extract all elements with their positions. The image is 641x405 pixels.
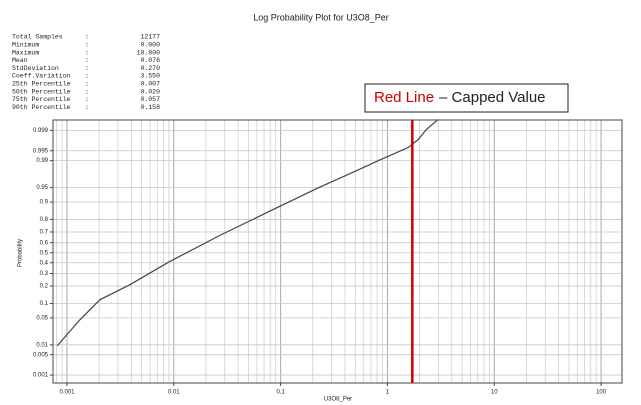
stat-colon: : [85,49,89,56]
plot-frame [52,119,623,384]
stat-label: Mean [12,57,28,64]
stat-label: Total Samples [12,34,63,41]
stat-value: 0.076 [140,57,160,64]
stat-label: 50th Percentile [12,88,71,95]
y-tick-label: 0.001 [33,373,49,379]
stat-label: 25th Percentile [12,81,71,88]
stat-label: Maximum [12,49,39,56]
stat-value: 0.000 [140,42,160,49]
y-tick-label: 0.7 [40,230,49,236]
stat-label: Coeff.Variation [12,73,71,80]
y-tick-label: 0.99 [36,158,48,164]
y-tick-label: 0.005 [33,352,49,358]
stat-colon: : [85,65,89,72]
stat-colon: : [85,104,89,111]
y-tick-label: 0.01 [36,342,48,348]
stat-value: 0.007 [140,81,160,88]
y-tick-label: 0.6 [40,240,49,246]
stat-value: 3.550 [140,73,160,80]
y-tick-label: 0.4 [40,260,49,266]
stat-value: 0.270 [140,65,160,72]
chart-title: Log Probability Plot for U3O8_Per [253,12,389,22]
stat-colon: : [85,57,89,64]
x-tick-label: 0.001 [59,390,75,396]
x-axis-label: U3O8_Per [324,397,352,403]
stat-label: 90th Percentile [12,104,71,111]
x-tick-label: 10 [491,390,498,396]
stat-label: StdDeviation [12,65,59,72]
stats-block: Total Samples: 12177 Minimum: 0.000 Maximum:… [12,34,160,111]
stat-colon: : [85,88,89,95]
stat-value: 10.800 [137,49,161,56]
data-line [56,118,439,347]
stat-colon: : [85,81,89,88]
y-tick-label: 0.1 [40,301,49,307]
annotation-highlight: Red Line [374,89,434,106]
x-tick-label: 1 [386,390,390,396]
y-tick-label: 0.2 [40,284,49,290]
stat-value: 12177 [140,34,160,41]
y-axis-label: Probability [18,239,24,267]
x-tick-label: 100 [596,390,607,396]
stat-colon: : [85,73,89,80]
y-tick-label: 0.995 [33,148,49,154]
stat-colon: : [85,34,89,41]
stat-value: 0.020 [140,88,160,95]
annotation-text: – Capped Value [439,89,545,106]
plot-area [53,120,622,383]
stat-colon: : [85,42,89,49]
x-tick-label: 0.1 [276,390,285,396]
annotation-box [364,83,569,113]
y-tick-label: 0.9 [40,200,49,206]
y-tick-label: 0.8 [40,217,49,223]
stat-value: 0.158 [140,104,160,111]
y-tick-label: 0.95 [36,185,48,191]
y-tick-label: 0.05 [36,315,48,321]
x-tick-label: 0.01 [168,390,180,396]
stat-label: 75th Percentile [12,96,71,103]
y-tick-label: 0.999 [33,128,49,134]
y-tick-label: 0.5 [40,250,49,256]
stat-value: 0.057 [140,96,160,103]
y-tick-label: 0.3 [40,271,49,277]
stat-label: Minimum [12,42,39,49]
stat-colon: : [85,96,89,103]
annotation: Red Line – Capped Value [374,89,546,106]
